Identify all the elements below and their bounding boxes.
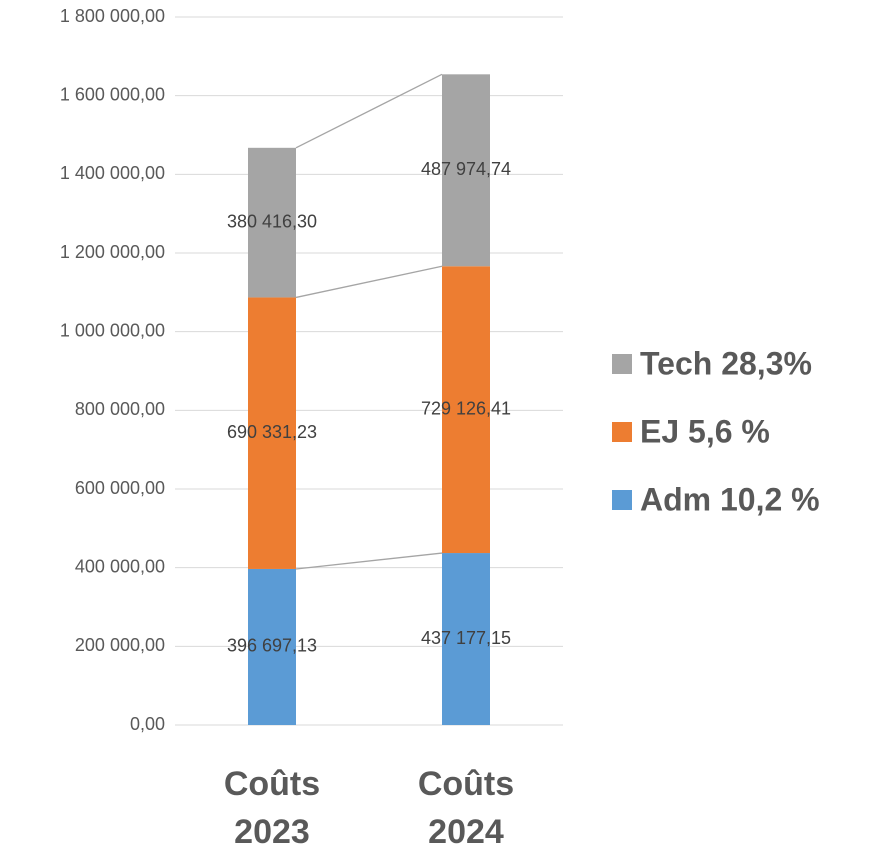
x-tick-label: Coûts 2023 bbox=[223, 765, 321, 847]
bar-segment bbox=[248, 568, 296, 725]
data-label: 729 126,41 bbox=[421, 398, 511, 418]
data-label: 487 974,74 bbox=[421, 159, 511, 179]
bar-segment bbox=[442, 266, 490, 554]
legend-label: Tech 28,3% bbox=[640, 345, 812, 381]
x-tick-label: Coûts 2024 bbox=[417, 765, 515, 847]
y-tick-label: 1 800 000,00 bbox=[60, 6, 165, 26]
y-tick-label: 1 200 000,00 bbox=[60, 242, 165, 262]
data-label: 380 416,30 bbox=[227, 211, 317, 231]
bar-segment bbox=[248, 147, 296, 298]
data-label: 690 331,23 bbox=[227, 422, 317, 442]
y-tick-label: 0,00 bbox=[130, 714, 165, 734]
y-tick-label: 1 000 000,00 bbox=[60, 320, 165, 340]
series-line bbox=[295, 552, 443, 570]
y-tick-label: 800 000,00 bbox=[75, 399, 165, 419]
bar-segment bbox=[442, 74, 490, 267]
legend-swatch bbox=[612, 354, 632, 374]
bar-segment bbox=[248, 297, 296, 569]
legend-swatch bbox=[612, 490, 632, 510]
y-tick-label: 1 600 000,00 bbox=[60, 84, 165, 104]
series-line bbox=[295, 73, 443, 149]
bar-segment bbox=[442, 553, 490, 725]
data-label: 396 697,13 bbox=[227, 636, 317, 656]
legend-label: EJ 5,6 % bbox=[640, 413, 770, 449]
y-tick-label: 400 000,00 bbox=[75, 556, 165, 576]
data-label: 437 177,15 bbox=[421, 628, 511, 648]
series-line bbox=[295, 265, 443, 299]
legend-swatch bbox=[612, 422, 632, 442]
y-tick-label: 200 000,00 bbox=[75, 635, 165, 655]
y-tick-label: 1 400 000,00 bbox=[60, 163, 165, 183]
y-tick-label: 600 000,00 bbox=[75, 478, 165, 498]
legend-label: Adm 10,2 % bbox=[640, 481, 820, 517]
